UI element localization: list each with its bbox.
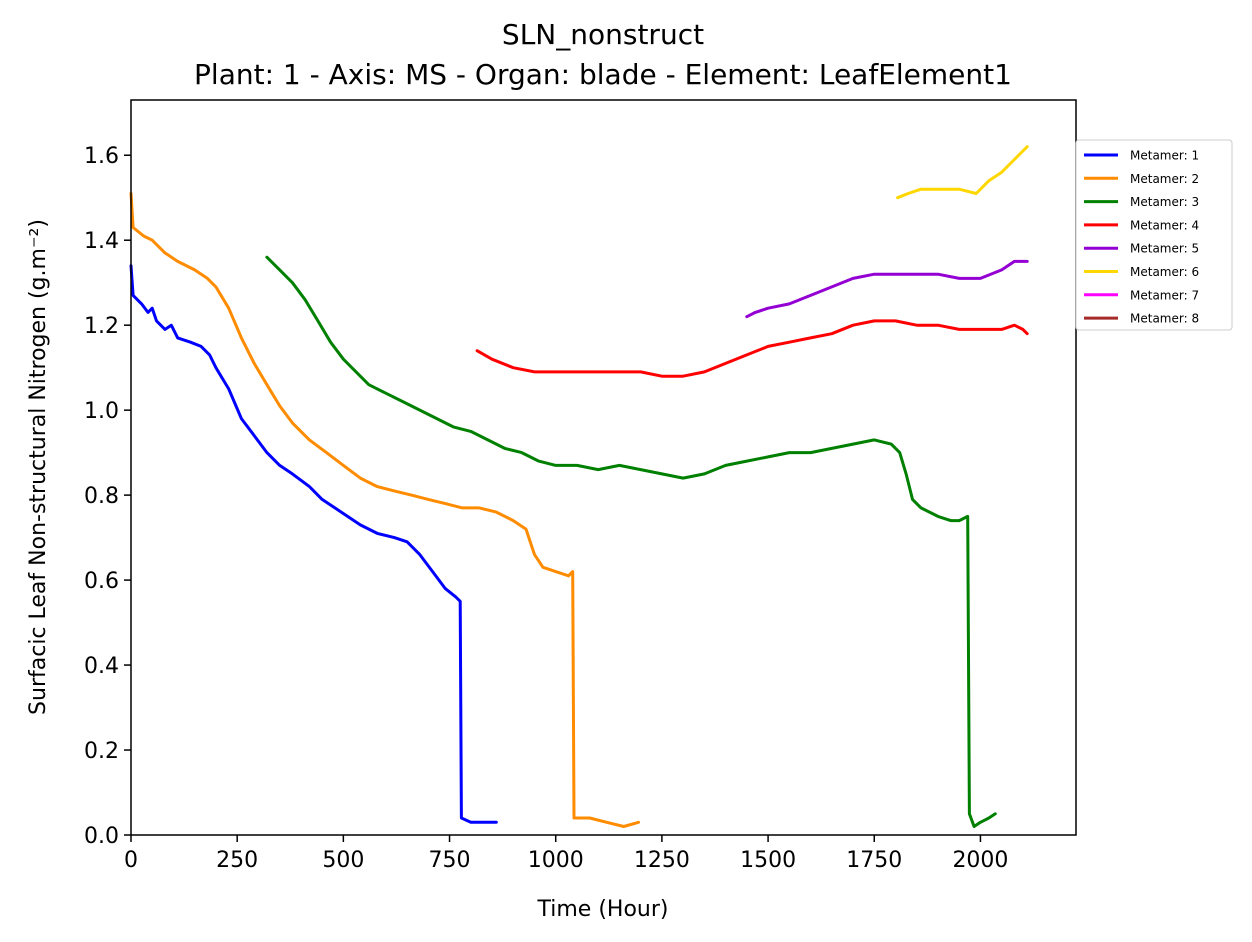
legend-label-5: Metamer: 5 bbox=[1130, 242, 1199, 256]
legend-label-6: Metamer: 6 bbox=[1130, 265, 1199, 279]
x-tick-label: 1500 bbox=[740, 848, 796, 873]
y-tick-label: 0.2 bbox=[84, 739, 119, 764]
legend-label-4: Metamer: 4 bbox=[1130, 218, 1199, 232]
y-tick-label: 1.0 bbox=[84, 399, 119, 424]
series-line-1 bbox=[129, 264, 498, 824]
legend-label-7: Metamer: 7 bbox=[1130, 288, 1199, 302]
y-tick-label: 0.6 bbox=[84, 569, 119, 594]
series-line-2 bbox=[129, 192, 640, 828]
x-tick-label: 1750 bbox=[846, 848, 902, 873]
y-tick-label: 1.2 bbox=[84, 314, 119, 339]
legend-label-1: Metamer: 1 bbox=[1130, 149, 1199, 163]
series-line-4 bbox=[475, 319, 1029, 378]
series-line-3 bbox=[265, 255, 997, 828]
x-tick-label: 250 bbox=[216, 848, 258, 873]
y-tick-label: 0.0 bbox=[84, 824, 119, 849]
x-axis: 0 250 500 750 1000 1250 1500 1750 2000 bbox=[124, 835, 1008, 873]
chart-title: SLN_nonstruct bbox=[502, 18, 704, 51]
series-lines bbox=[129, 145, 1029, 828]
legend-label-2: Metamer: 2 bbox=[1130, 172, 1199, 186]
y-tick-label: 0.8 bbox=[84, 484, 119, 509]
y-axis: 0.0 0.2 0.4 0.6 0.8 1.0 1.2 1.4 1.6 bbox=[84, 144, 131, 849]
x-tick-label: 500 bbox=[322, 848, 364, 873]
x-axis-label: Time (Hour) bbox=[537, 897, 669, 922]
series-line-6 bbox=[896, 145, 1029, 200]
legend-frame bbox=[1075, 139, 1233, 331]
series-line-5 bbox=[745, 259, 1029, 319]
x-tick-label: 0 bbox=[124, 848, 138, 873]
legend-label-3: Metamer: 3 bbox=[1130, 195, 1199, 209]
chart-subtitle: Plant: 1 - Axis: MS - Organ: blade - Ele… bbox=[194, 58, 1012, 91]
y-tick-label: 1.4 bbox=[84, 229, 119, 254]
y-axis-label: Surfacic Leaf Non-structural Nitrogen (g… bbox=[26, 219, 51, 715]
legend: Metamer: 1 Metamer: 2 Metamer: 3 Metamer: 4… bbox=[1075, 139, 1233, 331]
y-tick-label: 0.4 bbox=[84, 654, 119, 679]
y-tick-label: 1.6 bbox=[84, 144, 119, 169]
plot-frame bbox=[130, 99, 1077, 836]
x-tick-label: 750 bbox=[429, 848, 471, 873]
x-tick-label: 1250 bbox=[634, 848, 690, 873]
x-tick-label: 1000 bbox=[528, 848, 584, 873]
legend-label-8: Metamer: 8 bbox=[1130, 312, 1199, 326]
x-tick-label: 2000 bbox=[952, 848, 1008, 873]
